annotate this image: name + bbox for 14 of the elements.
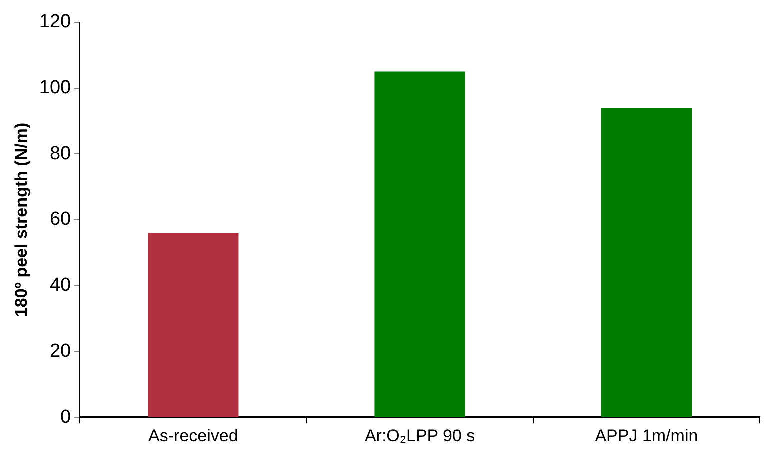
y-tick-label: 120: [39, 12, 72, 33]
x-tick-label: Ar:O₂LPP 90 s: [364, 426, 476, 446]
bar: [374, 72, 466, 418]
y-tick-label: 40: [50, 275, 72, 296]
y-tick-label: 0: [60, 406, 72, 428]
y-tick-label: 80: [50, 143, 72, 164]
bar: [148, 233, 239, 418]
y-tick-label: 60: [50, 209, 72, 230]
x-tick-label: APPJ 1m/min: [595, 426, 698, 446]
y-tick-label: 20: [50, 340, 72, 362]
y-axis-title: 180º peel strength (N/m): [12, 122, 31, 318]
bar: [601, 108, 692, 418]
y-tick-label: 100: [39, 78, 72, 98]
x-tick-label: As-received: [148, 426, 238, 446]
